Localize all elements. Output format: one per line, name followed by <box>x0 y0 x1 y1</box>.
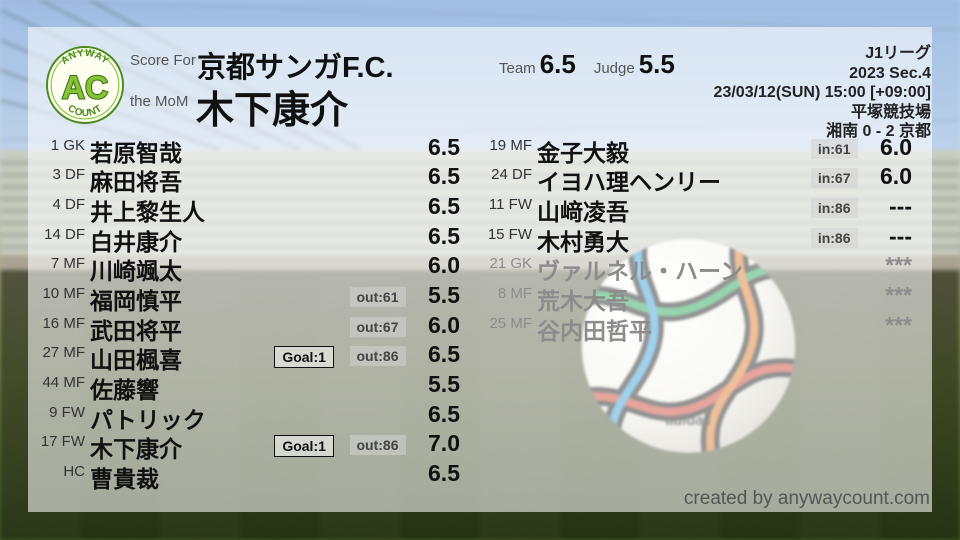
svg-text:AC: AC <box>62 70 108 106</box>
